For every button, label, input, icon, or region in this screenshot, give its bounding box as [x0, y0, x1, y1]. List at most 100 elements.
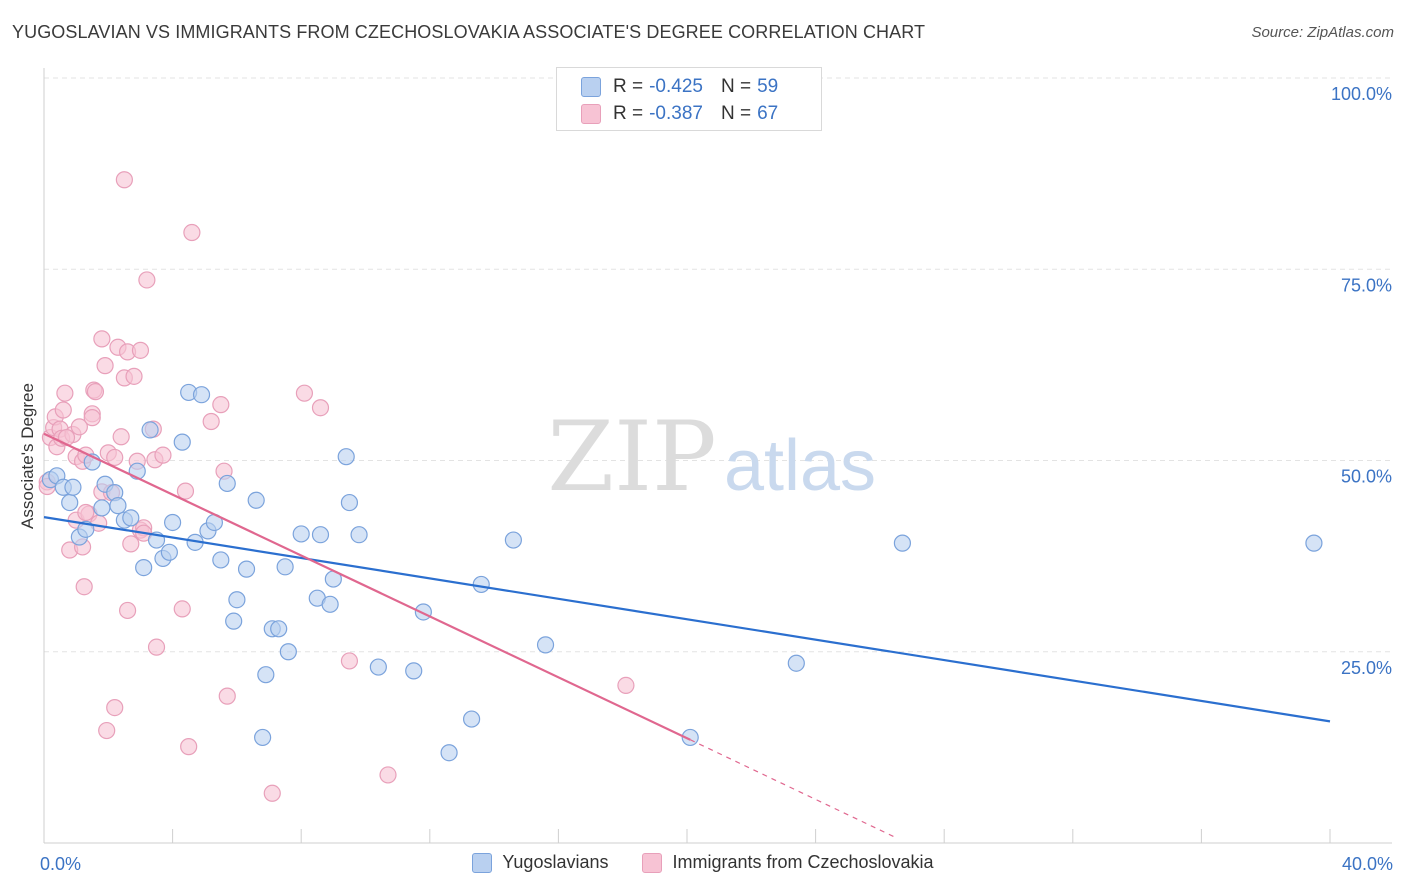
point-czechoslovakia [180, 738, 198, 756]
point-yugoslavians [218, 474, 236, 493]
point-czechoslovakia [77, 503, 95, 522]
n-label: N = [720, 76, 752, 97]
point-yugoslavians [61, 493, 79, 512]
point-yugoslavians [893, 534, 912, 552]
point-czechoslovakia [340, 652, 359, 670]
point-yugoslavians [472, 575, 490, 594]
point-yugoslavians [337, 448, 355, 466]
stats-row-blue: R = -0.425 N = 59 [581, 74, 778, 100]
point-czechoslovakia [54, 401, 72, 419]
r-label: R = [613, 76, 644, 97]
point-yugoslavians [292, 525, 310, 543]
y-tick-label: 25.0% [1341, 658, 1392, 678]
point-yugoslavians [276, 558, 294, 576]
pink-r-value: -0.387 [649, 103, 703, 124]
watermark-atlas: atlas [724, 426, 876, 506]
trend-line-czechoslovakia-extension [689, 739, 897, 839]
point-czechoslovakia [379, 766, 397, 784]
point-yugoslavians [462, 710, 481, 728]
tick-labels: 25.0% 50.0% 75.0% 100.0% 0.0% 40.0% [40, 84, 1393, 874]
point-czechoslovakia [131, 341, 150, 359]
point-yugoslavians [787, 654, 805, 672]
point-czechoslovakia [112, 428, 130, 446]
point-czechoslovakia [295, 384, 314, 402]
stats-legend: R = -0.425 N = 59 R = -0.387 N = 67 [556, 67, 822, 131]
blue-r-value: -0.425 [649, 76, 703, 97]
y-tick-label: 50.0% [1341, 467, 1392, 487]
blue-n-value: 59 [757, 76, 779, 97]
x-tick-label: 0.0% [40, 854, 81, 874]
point-czechoslovakia [83, 409, 101, 427]
point-yugoslavians [311, 526, 330, 544]
point-yugoslavians [141, 421, 159, 439]
point-yugoslavians [228, 591, 246, 609]
point-czechoslovakia [154, 446, 172, 464]
legend-swatch-pink [642, 852, 663, 873]
y-tick-label: 75.0% [1341, 275, 1392, 295]
point-yugoslavians [270, 620, 288, 638]
point-yugoslavians [405, 662, 423, 680]
point-czechoslovakia [57, 428, 76, 447]
point-yugoslavians [247, 491, 265, 509]
point-czechoslovakia [212, 396, 230, 414]
legend-item-czechoslovakia[interactable]: Immigrants from Czechoslovakia [642, 852, 934, 873]
point-yugoslavians [109, 497, 127, 515]
point-czechoslovakia [96, 357, 114, 375]
point-czechoslovakia [173, 600, 191, 618]
point-czechoslovakia [70, 418, 88, 436]
point-yugoslavians [64, 478, 82, 496]
point-czechoslovakia [617, 676, 635, 695]
point-yugoslavians [160, 543, 178, 561]
pink-n-value: 67 [757, 103, 779, 124]
point-yugoslavians [212, 551, 230, 569]
r-label: R = [613, 103, 644, 124]
point-czechoslovakia [311, 399, 330, 417]
series-pink-points [38, 171, 635, 802]
point-czechoslovakia [98, 721, 116, 740]
chart-title: YUGOSLAVIAN VS IMMIGRANTS FROM CZECHOSLO… [12, 22, 926, 42]
point-czechoslovakia [56, 384, 74, 402]
point-yugoslavians [504, 531, 522, 549]
chart-source: Source: ZipAtlas.com [1251, 24, 1394, 41]
blue-swatch [581, 77, 601, 97]
point-czechoslovakia [118, 601, 137, 620]
trend-lines [43, 432, 1331, 839]
point-yugoslavians [254, 728, 272, 747]
point-yugoslavians [369, 658, 387, 676]
legend-item-yugoslavians[interactable]: Yugoslavians [472, 852, 608, 873]
point-czechoslovakia [147, 638, 166, 656]
point-yugoslavians [440, 744, 458, 762]
point-yugoslavians [192, 386, 211, 404]
watermark-zip: ZIP [547, 401, 716, 513]
stats-row-pink: R = -0.387 N = 67 [581, 101, 778, 127]
point-czechoslovakia [75, 578, 93, 596]
point-czechoslovakia [106, 448, 124, 467]
point-yugoslavians [414, 603, 432, 621]
point-czechoslovakia [138, 271, 156, 289]
point-czechoslovakia [122, 535, 140, 553]
point-czechoslovakia [93, 330, 111, 348]
pink-swatch [581, 104, 601, 124]
point-czechoslovakia [125, 367, 143, 385]
point-czechoslovakia [183, 223, 201, 242]
point-czechoslovakia [202, 412, 220, 431]
point-yugoslavians [340, 493, 359, 512]
trend-line-yugoslavians [43, 516, 1331, 723]
point-yugoslavians [279, 643, 297, 661]
point-czechoslovakia [115, 171, 133, 189]
legend-label-czechoslovakia: Immigrants from Czechoslovakia [672, 852, 934, 872]
trend-line-czechoslovakia [43, 432, 691, 741]
point-czechoslovakia [263, 784, 281, 802]
axes [43, 68, 1392, 844]
point-yugoslavians [225, 612, 243, 630]
n-label: N = [720, 103, 752, 124]
point-yugoslavians [135, 558, 153, 577]
point-czechoslovakia [106, 698, 124, 717]
point-yugoslavians [536, 636, 555, 654]
point-czechoslovakia [176, 482, 195, 500]
point-yugoslavians [173, 433, 191, 451]
x-tick-label: 40.0% [1342, 854, 1393, 874]
point-yugoslavians [93, 499, 111, 517]
point-czechoslovakia [218, 687, 236, 705]
